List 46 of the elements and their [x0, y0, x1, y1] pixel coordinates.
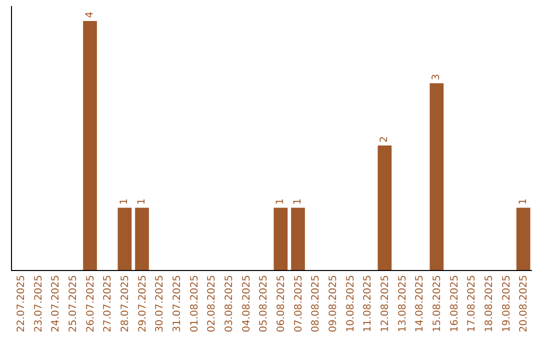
x-tick-label: 26.07.2025	[85, 275, 96, 332]
x-tick-label: 15.08.2025	[432, 275, 443, 332]
x-tick-label: 07.08.2025	[293, 275, 304, 332]
data-label: 1	[136, 198, 148, 205]
x-tick-label: 28.07.2025	[120, 275, 131, 332]
x-tick-label: 01.08.2025	[189, 275, 200, 332]
data-label: 4	[84, 12, 96, 18]
x-tick-label: 08.08.2025	[310, 275, 322, 332]
data-label: 1	[119, 198, 130, 205]
data-label: 1	[275, 198, 286, 205]
bar	[118, 208, 132, 270]
x-tick-label: 20.08.2025	[518, 275, 530, 332]
data-label: 3	[431, 74, 442, 80]
x-tick-label: 27.07.2025	[102, 275, 114, 332]
x-tick-label: 12.08.2025	[380, 275, 391, 332]
bar	[430, 83, 444, 270]
bar	[274, 208, 288, 270]
x-tick-label: 02.08.2025	[206, 275, 218, 332]
data-label: 2	[379, 136, 390, 142]
x-tick-label: 17.08.2025	[466, 275, 478, 332]
bar	[378, 145, 392, 270]
x-tick-label: 04.08.2025	[241, 275, 252, 332]
x-tick-label: 16.08.2025	[449, 275, 460, 332]
bar	[516, 208, 530, 270]
x-tick-label: 23.07.2025	[33, 275, 44, 332]
x-tick-label: 29.07.2025	[137, 275, 148, 332]
x-tick-label: 14.08.2025	[414, 275, 426, 332]
x-tick-label: 30.07.2025	[154, 275, 166, 332]
x-tick-label: 06.08.2025	[276, 275, 287, 332]
x-tick-label: 31.07.2025	[172, 275, 183, 332]
bar	[135, 208, 149, 270]
x-tick-label: 24.07.2025	[50, 275, 62, 332]
x-tick-label: 05.08.2025	[258, 275, 270, 332]
x-tick-label: 03.08.2025	[224, 275, 235, 332]
x-tick-label: 25.07.2025	[68, 275, 79, 332]
x-tick-label: 19.08.2025	[501, 275, 512, 332]
x-tick-label: 22.07.2025	[16, 275, 27, 332]
x-tick-label: 18.08.2025	[484, 275, 495, 332]
data-label: 1	[292, 198, 304, 205]
x-tick-label: 09.08.2025	[328, 275, 339, 332]
bar	[291, 208, 305, 270]
x-tick-label: 10.08.2025	[345, 275, 356, 332]
x-tick-label: 13.08.2025	[397, 275, 408, 332]
data-label: 1	[518, 198, 529, 205]
bar	[83, 20, 97, 270]
x-tick-label: 11.08.2025	[362, 275, 374, 332]
